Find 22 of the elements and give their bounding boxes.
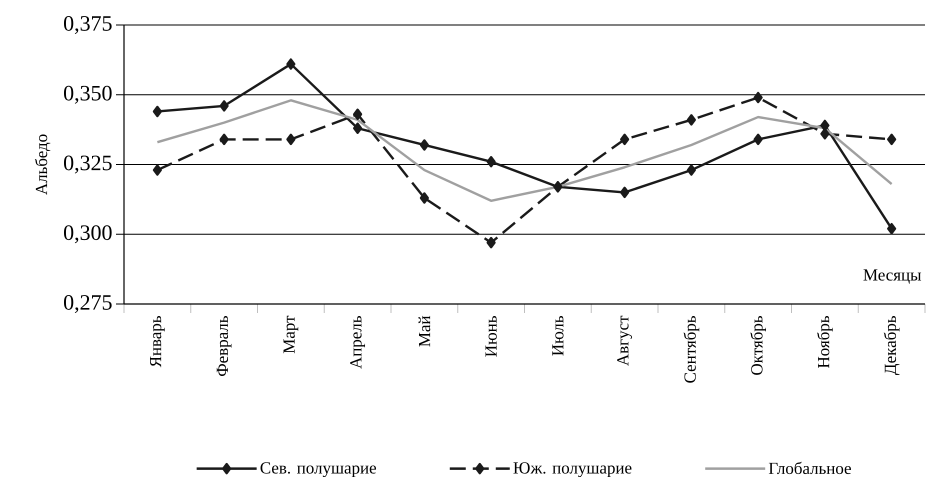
x-tick-label: Февраль [216, 316, 232, 376]
legend-label: Юж. полушарие [513, 462, 632, 477]
y-axis-title: Альбедо [34, 134, 50, 195]
x-tick-label: Май [418, 316, 430, 347]
x-tick-label: Август [617, 316, 632, 366]
x-tick-label: Декабрь [884, 316, 900, 375]
x-axis-title: Месяцы [863, 269, 922, 284]
y-tick-label: 0,325 [64, 156, 112, 174]
x-tick-label: Март [284, 316, 298, 354]
y-tick-label: 0,275 [64, 295, 112, 313]
legend-label: Сев. полушарие [260, 462, 376, 477]
y-tick-label: 0,300 [64, 225, 112, 244]
x-tick-label: Апрель [350, 316, 366, 369]
x-tick-label: Июнь [485, 316, 497, 357]
y-tick-label: 0,350 [64, 86, 112, 104]
x-tick-label: Октябрь [750, 316, 766, 375]
x-tick-label: Июль [552, 316, 564, 356]
x-tick-label: Январь [150, 316, 165, 368]
x-tick-label: Ноябрь [817, 316, 833, 368]
x-tick-label: Сентябрь [684, 316, 700, 383]
legend-label: Глобальное [768, 462, 851, 474]
y-tick-label: 0,375 [64, 16, 112, 34]
